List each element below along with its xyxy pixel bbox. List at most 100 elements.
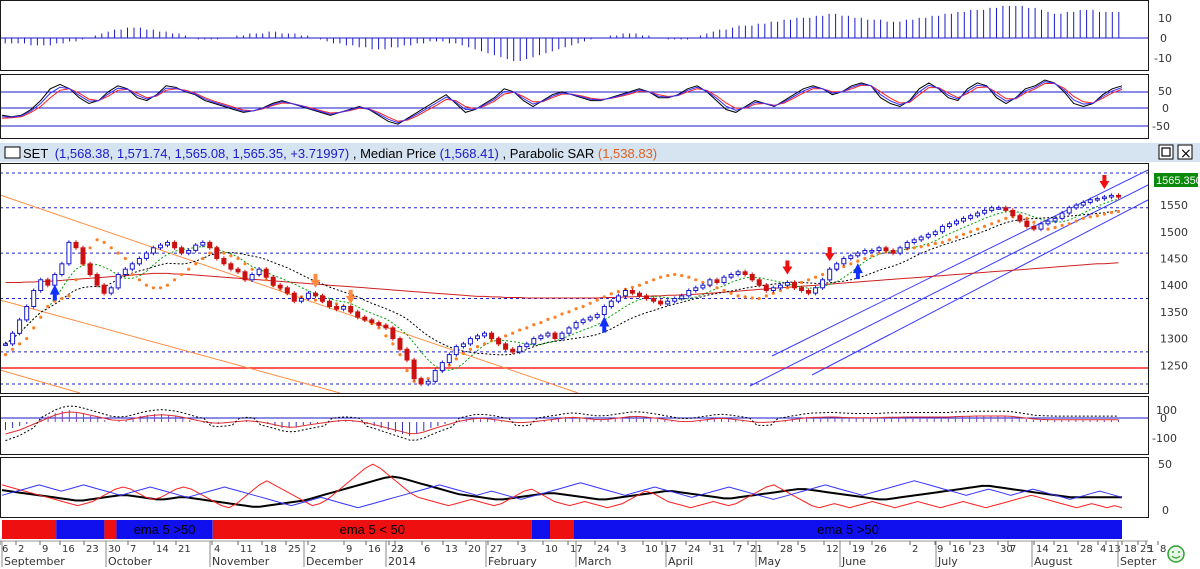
candle-body [186, 250, 192, 254]
sar-dot [912, 246, 916, 250]
candle-body [904, 241, 910, 249]
sell-arrow-icon [782, 260, 793, 275]
sar-dot [525, 326, 529, 330]
candle-body [897, 247, 903, 254]
candle-body [376, 322, 382, 326]
candle-body [742, 271, 748, 275]
sar-dot [264, 278, 268, 282]
candle-body [1031, 225, 1037, 230]
dmi-line [1, 475, 1122, 508]
sar-dot [560, 312, 564, 316]
candle-body [968, 215, 974, 219]
macd-top-panel: 10 0 -10 [0, 0, 1172, 71]
maximize-button[interactable] [1158, 144, 1174, 160]
candle-body [129, 263, 135, 270]
candle-body [848, 255, 854, 260]
candle-body [270, 276, 276, 286]
candle-body [1045, 220, 1051, 225]
candle-body [425, 380, 431, 385]
candle-body [784, 282, 790, 286]
price-tick: 1300 [1160, 333, 1188, 346]
candle-body [453, 346, 459, 356]
candle-body [841, 258, 847, 265]
sar-dot [785, 286, 790, 290]
sar-dot [870, 254, 874, 258]
sar-dot [229, 254, 233, 258]
legend-median-value: (1,568.41) [440, 146, 499, 161]
candle-body [665, 300, 671, 305]
axis-tick: 10 [1158, 12, 1172, 25]
candle-body [446, 354, 452, 364]
candle-body [1108, 194, 1114, 198]
candle-body [763, 284, 769, 292]
month-label: April [668, 555, 693, 568]
candle-body [820, 279, 826, 289]
dmi-lines [1, 463, 1123, 509]
sar-dot [201, 256, 205, 261]
candle-body [1038, 223, 1044, 230]
candle-body [672, 298, 678, 302]
uptrend-line [749, 184, 1149, 387]
sar-dot [109, 246, 113, 250]
candle-body [228, 263, 234, 270]
axis-tick: 50 [1158, 458, 1172, 471]
candle-body [305, 292, 311, 300]
candle-body [538, 335, 544, 340]
candle-body [869, 250, 875, 253]
month-label: September [4, 555, 65, 568]
sar-dot [722, 288, 726, 293]
ema-segment-label: ema 5 < 50 [340, 522, 405, 537]
sar-dot [778, 288, 783, 293]
candle-body [890, 250, 896, 254]
sar-dot [926, 243, 930, 247]
date-tick: 5 [800, 544, 806, 555]
buy-arrow-icon [599, 316, 610, 333]
sar-dot [313, 298, 318, 302]
candle-body [496, 338, 502, 345]
axis-tick: 0 [1162, 504, 1169, 517]
uptrend-line [811, 199, 1149, 376]
date-tick: 2 [18, 544, 24, 555]
candle-body [150, 247, 156, 254]
axis-tick: -10 [1154, 52, 1172, 65]
date-tick: 14 [1036, 544, 1049, 555]
candle-body [777, 284, 783, 289]
candle-body [390, 327, 396, 340]
last-price-badge [1154, 173, 1198, 187]
close-button[interactable] [1177, 144, 1193, 160]
sar-dot [659, 275, 663, 279]
stochastic-panel: 50 0 -50 [0, 74, 1172, 139]
candle-body [439, 362, 445, 372]
sar-dot [173, 278, 177, 282]
candle-body [45, 279, 51, 286]
sar-dot [391, 342, 395, 346]
candle-body [320, 295, 325, 302]
sar-dot [377, 326, 381, 330]
candle-body [827, 268, 833, 281]
ema-segment [104, 520, 117, 539]
date-tick: 25 [288, 544, 301, 555]
dmi-line [1, 480, 1123, 509]
date-tick: 1 [1148, 544, 1154, 555]
price-tick: 1250 [1160, 359, 1188, 372]
chart-type-icon[interactable] [4, 146, 21, 159]
candle-body [580, 319, 586, 324]
sar-dot [123, 256, 127, 261]
date-tick: 25 [1140, 544, 1153, 555]
sar-dot [673, 272, 677, 277]
smiley-icon[interactable] [1167, 545, 1185, 563]
candle-body [693, 287, 699, 291]
downtrend-line [0, 194, 579, 394]
month-label: October [108, 555, 152, 568]
sar-dot [158, 286, 163, 290]
sar-dot [680, 274, 684, 278]
candle-body [475, 335, 480, 340]
candle-body [552, 332, 558, 340]
sar-dot [609, 292, 613, 296]
candle-body [855, 252, 861, 257]
sar-dot [3, 353, 8, 357]
trend-lines [0, 169, 1149, 394]
date-tick: 10 [645, 544, 658, 555]
candle-body [686, 290, 692, 297]
candle-body [975, 212, 981, 217]
